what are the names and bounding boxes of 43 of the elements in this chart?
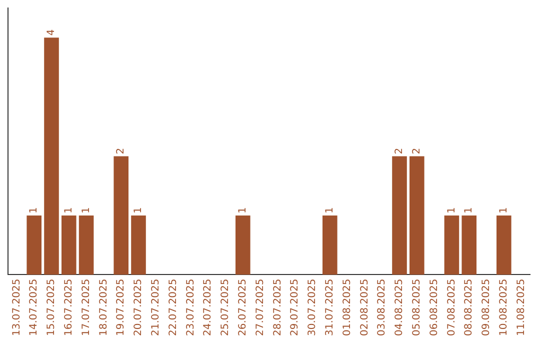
data-label: 1 — [324, 207, 336, 214]
data-label: 1 — [498, 207, 510, 214]
x-tick-label: 25.07.2025 — [220, 278, 232, 336]
x-tick-label: 04.08.2025 — [394, 278, 406, 336]
x-tick-label: 21.07.2025 — [150, 278, 162, 336]
x-tick-label: 05.08.2025 — [411, 278, 422, 336]
x-tick-label: 31.07.2025 — [324, 278, 336, 336]
data-label: 2 — [116, 148, 127, 154]
x-tick-label: 29.07.2025 — [290, 278, 301, 336]
data-label: 1 — [446, 207, 458, 214]
data-label: 1 — [237, 207, 248, 214]
data-label: 2 — [411, 148, 422, 154]
x-tick-label: 08.08.2025 — [464, 278, 475, 336]
x-tick-label: 06.08.2025 — [428, 278, 440, 336]
x-tick-label: 02.08.2025 — [359, 278, 370, 336]
x-tick-label: 26.07.2025 — [237, 278, 248, 336]
x-tick-label: 19.07.2025 — [116, 278, 127, 336]
x-tick-label: 24.07.2025 — [202, 278, 214, 336]
x-tick-label: 07.08.2025 — [446, 278, 458, 336]
x-tick-label: 01.08.2025 — [342, 278, 353, 336]
x-tick-label: 16.07.2025 — [63, 278, 74, 336]
data-label: 4 — [46, 29, 58, 36]
x-tick-label: 17.07.2025 — [80, 278, 92, 336]
data-label: 1 — [464, 207, 475, 214]
x-tick-label: 27.07.2025 — [254, 278, 266, 336]
data-label: 2 — [394, 148, 406, 154]
x-tick-label: 11.08.2025 — [516, 278, 527, 336]
data-label: 1 — [80, 207, 92, 214]
data-label: 1 — [63, 207, 74, 214]
x-tick-label: 23.07.2025 — [185, 278, 196, 336]
x-tick-label: 22.07.2025 — [168, 278, 179, 336]
x-tick-label: 10.08.2025 — [498, 278, 510, 336]
x-tick-label: 30.07.2025 — [307, 278, 318, 336]
x-tick-label: 09.08.2025 — [481, 278, 492, 336]
data-label: 1 — [133, 207, 144, 214]
x-tick-label: 15.07.2025 — [46, 278, 58, 336]
x-tick-label: 28.07.2025 — [272, 278, 284, 336]
x-tick-label: 03.08.2025 — [376, 278, 388, 336]
x-tick-label: 13.07.2025 — [11, 278, 22, 336]
x-tick-label: 14.07.2025 — [28, 278, 40, 336]
data-label: 1 — [28, 207, 40, 214]
x-tick-label: 18.07.2025 — [98, 278, 110, 336]
x-tick-label: 20.07.2025 — [133, 278, 144, 336]
